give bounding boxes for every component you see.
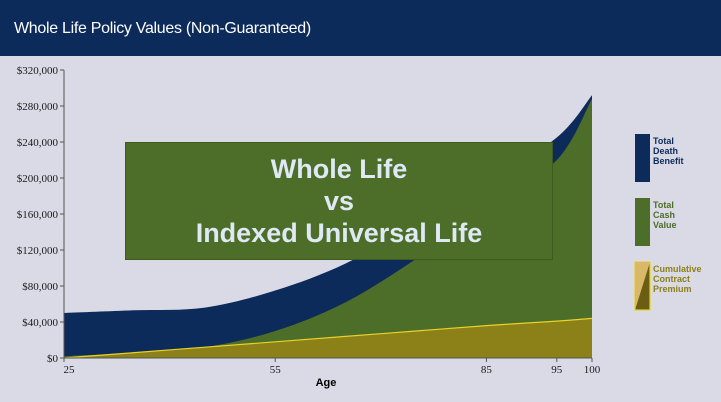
legend-swatch-2 [635,198,650,246]
legend-label-line: Total [653,136,674,146]
legend-label-line: Total [653,200,674,210]
premium-top-line [63,317,593,359]
x-tick-label: 85 [481,364,493,376]
page-title: Whole Life Policy Values (Non-Guaranteed… [14,20,311,37]
x-tick-label: 95 [551,364,563,376]
x-tick-label: 100 [584,364,601,376]
y-tick-label: $280,000 [17,101,59,113]
x-axis-title: Age [316,377,337,389]
legend-label-line: Cumulative [653,264,702,274]
y-tick-label: $320,000 [17,65,59,77]
y-tick-label: $120,000 [17,245,59,257]
banner-line-3: Indexed Universal Life [195,218,483,248]
legend-label-line: Premium [653,284,692,294]
y-tick-label: $160,000 [17,209,59,221]
legend-swatch-3-highlight [635,262,650,310]
legend-label-line: Value [653,220,677,230]
y-tick-label: $200,000 [17,173,59,185]
y-tick-label: $40,000 [22,317,58,329]
legend-label-line: Cash [653,210,675,220]
y-tick-label: $80,000 [22,281,58,293]
header-corner-decoration [661,0,721,56]
y-tick-label: $0 [47,353,59,365]
legend-swatch-1 [635,134,650,182]
banner-line-1: Whole Life [270,154,408,184]
comparison-banner: Whole Life vs Indexed Universal Life [125,142,553,260]
banner-line-2: vs [323,186,355,216]
legend-label-line: Contract [653,274,690,284]
x-tick-label: 55 [270,364,282,376]
header-bar: Whole Life Policy Values (Non-Guaranteed… [0,0,721,56]
y-tick-label: $240,000 [17,137,59,149]
area-total-cash-value [64,98,592,359]
legend-label-line: Benefit [653,156,684,166]
x-tick-label: 25 [64,364,76,376]
legend-label-line: Death [653,146,678,156]
